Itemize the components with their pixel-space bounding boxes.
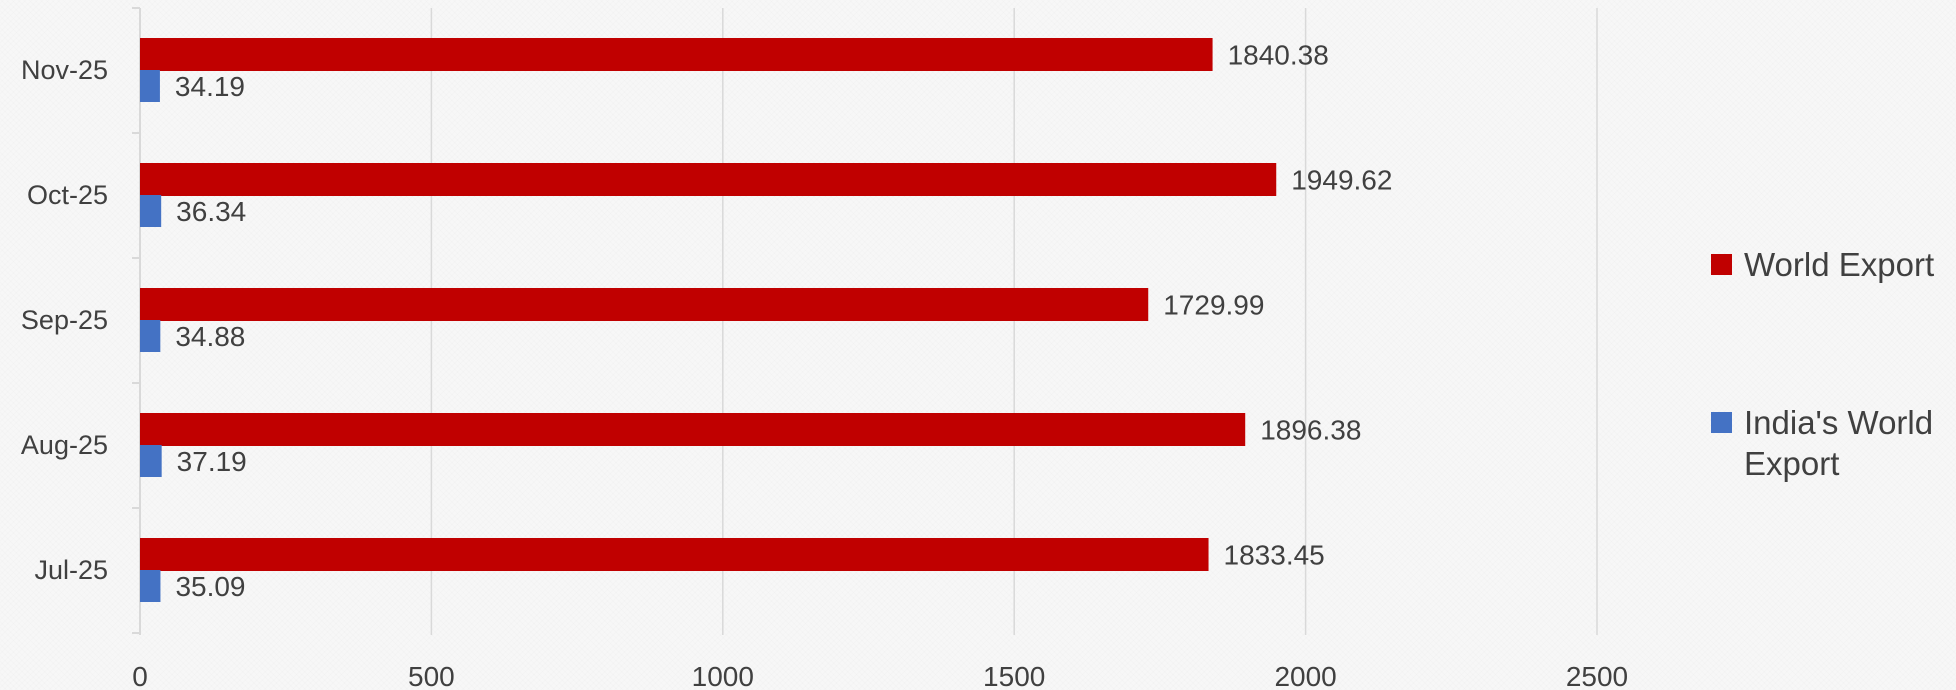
legend-label: India's World Export xyxy=(1744,404,1933,482)
legend: World Export India's World Export xyxy=(1711,246,1934,482)
legend-swatch xyxy=(1711,412,1732,433)
data-label: 34.19 xyxy=(175,71,245,102)
india-export-bar xyxy=(140,70,160,102)
x-tick-label: 1000 xyxy=(692,661,754,690)
data-label: 1729.99 xyxy=(1163,290,1264,321)
category-axis xyxy=(132,7,141,635)
x-tick-label: 500 xyxy=(408,661,455,690)
data-label: 1896.38 xyxy=(1260,415,1361,446)
legend-item: India's World Export xyxy=(1711,404,1933,482)
category-labels: Jul-25 Aug-25 Sep-25 Oct-25 Nov-25 xyxy=(21,55,108,585)
legend-item: World Export xyxy=(1711,246,1934,283)
x-tick-label: 2500 xyxy=(1566,661,1628,690)
data-label: 35.09 xyxy=(175,571,245,602)
bars xyxy=(140,38,1277,602)
x-tick-label: 2000 xyxy=(1274,661,1336,690)
x-tick-label: 1500 xyxy=(983,661,1045,690)
india-export-bar xyxy=(140,320,161,352)
data-label: 37.19 xyxy=(177,446,247,477)
data-labels: 1833.45 35.09 1896.38 37.19 1729.99 34.88 1949… xyxy=(175,40,1393,603)
data-label: 1833.45 xyxy=(1224,540,1325,571)
legend-swatch xyxy=(1711,254,1732,275)
world-export-bar xyxy=(140,538,1209,571)
india-export-bar xyxy=(140,445,162,477)
india-export-bar xyxy=(140,570,161,602)
x-tick-label: 0 xyxy=(132,661,148,690)
category-label: Aug-25 xyxy=(21,430,108,460)
world-export-bar xyxy=(140,413,1246,446)
data-label: 34.88 xyxy=(175,321,245,352)
world-export-bar xyxy=(140,288,1149,321)
india-export-bar xyxy=(140,195,162,227)
x-axis-ticks: 0 500 1000 1500 2000 2500 xyxy=(132,661,1628,690)
data-label: 1949.62 xyxy=(1291,165,1392,196)
category-label: Oct-25 xyxy=(27,180,108,210)
world-export-bar xyxy=(140,163,1277,196)
category-label: Jul-25 xyxy=(34,555,108,585)
legend-label: World Export xyxy=(1744,246,1934,283)
data-label: 36.34 xyxy=(176,196,246,227)
data-label: 1840.38 xyxy=(1228,40,1329,71)
world-export-bar xyxy=(140,38,1213,71)
category-label: Nov-25 xyxy=(21,55,108,85)
category-label: Sep-25 xyxy=(21,305,108,335)
gridlines xyxy=(430,8,1598,635)
